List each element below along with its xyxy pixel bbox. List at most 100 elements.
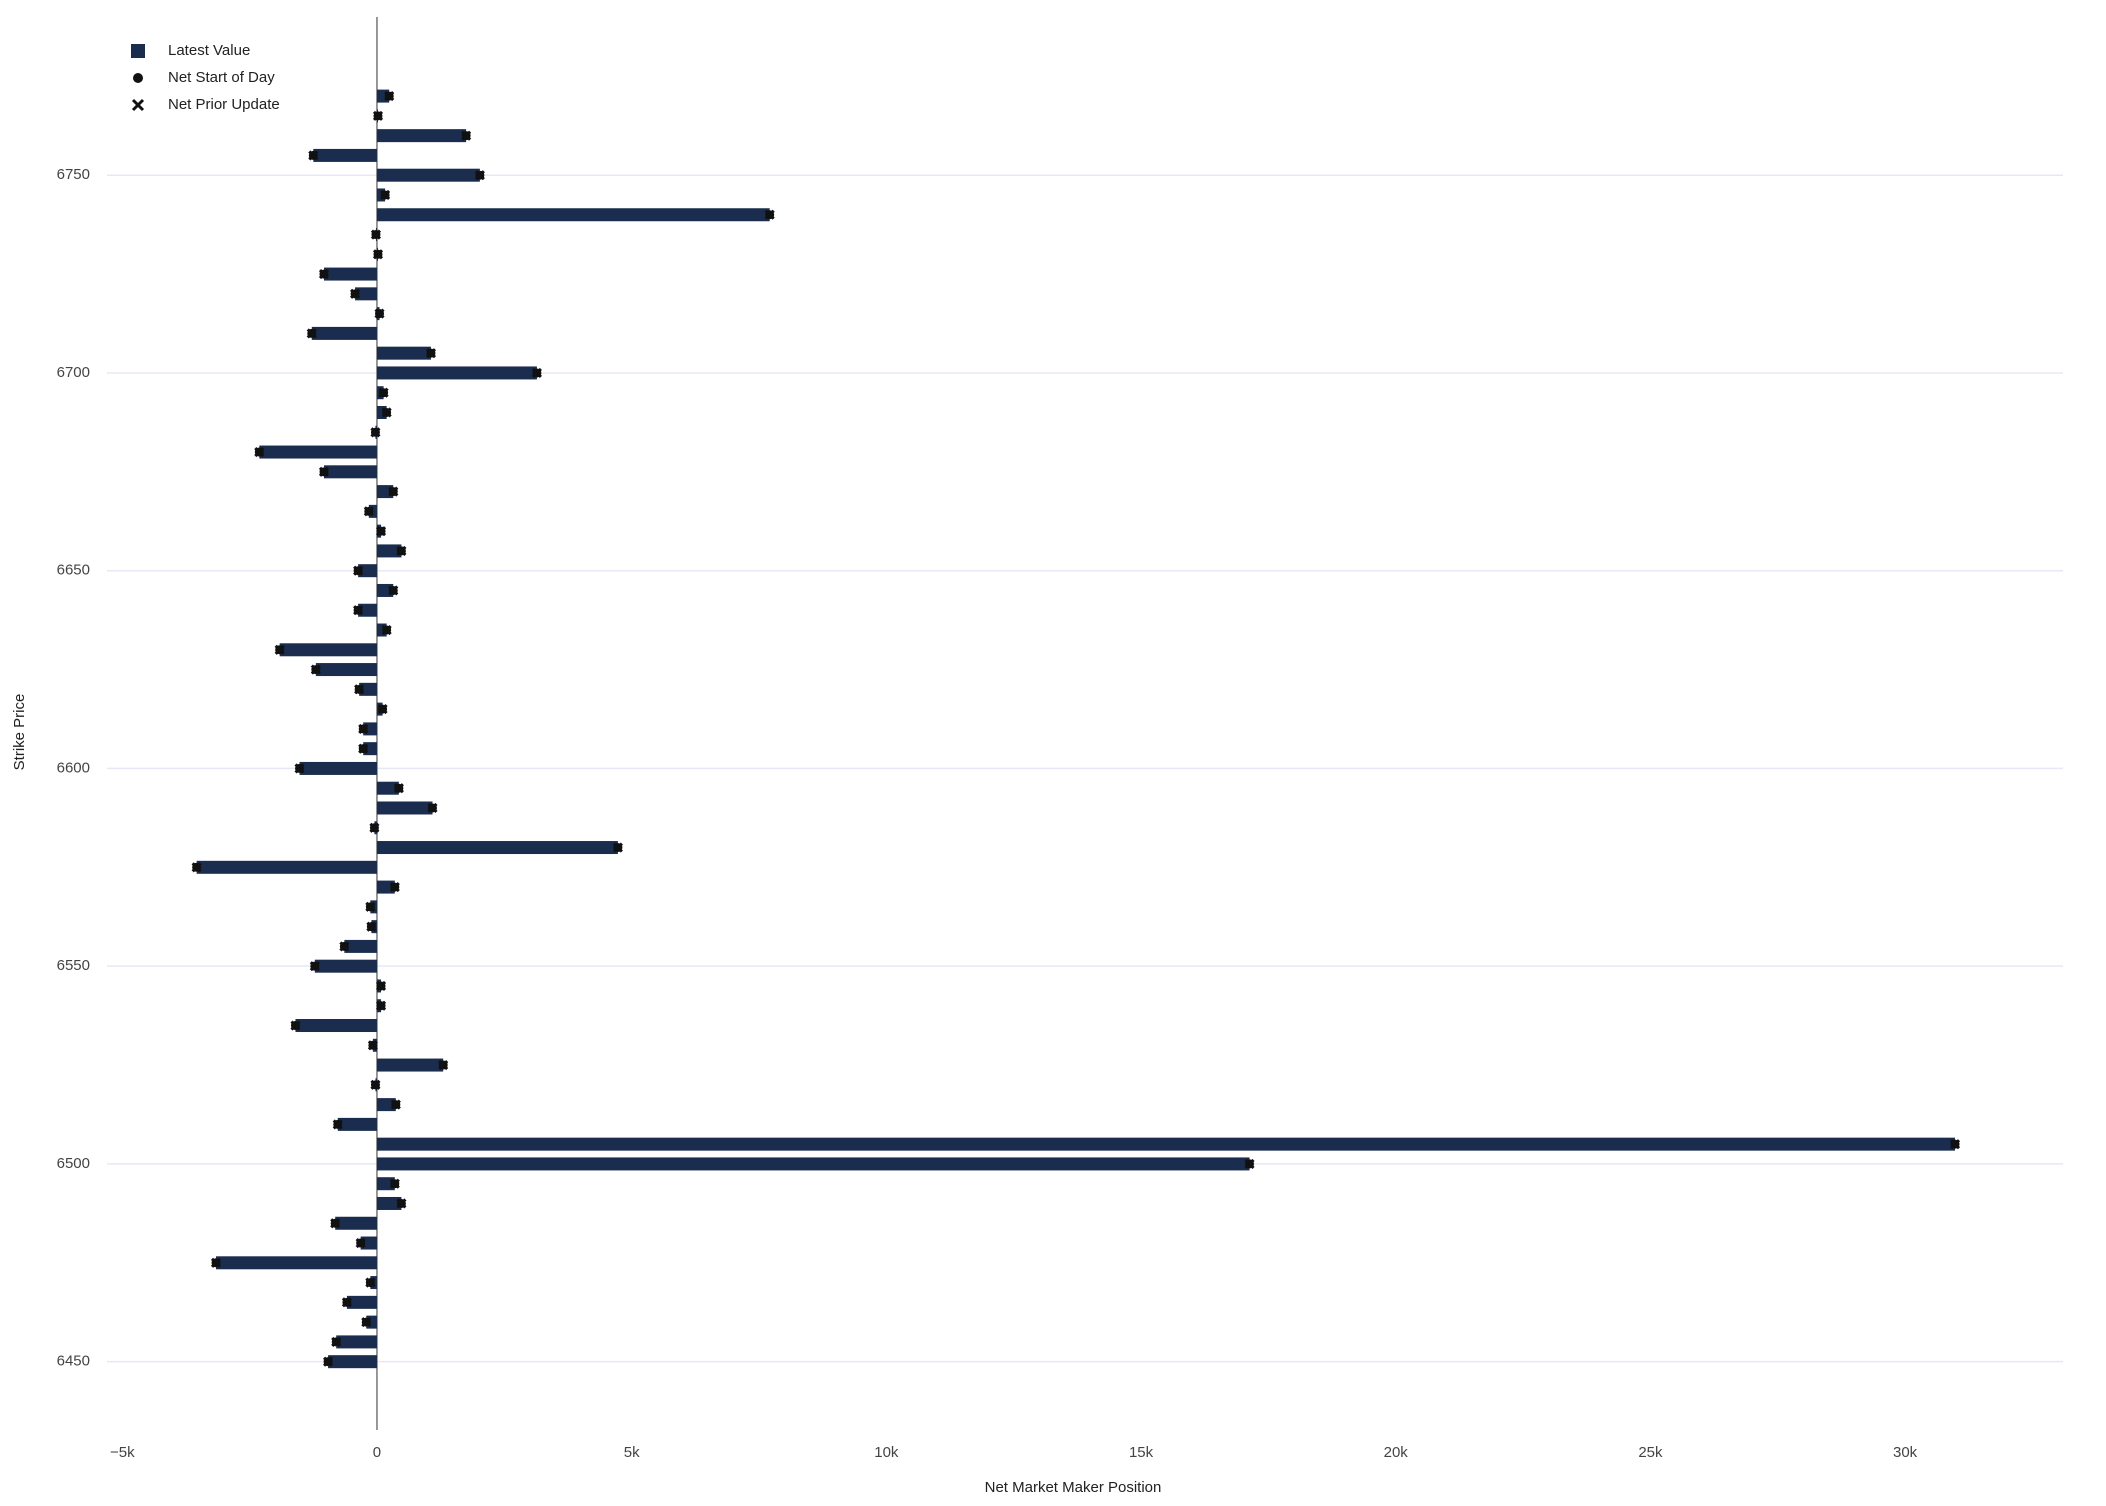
bar (376, 208, 770, 222)
y-tick-label: 6650 (57, 562, 90, 579)
marker-x (339, 941, 350, 952)
marker-x (396, 545, 407, 556)
bar (376, 168, 480, 182)
marker-x (318, 269, 330, 280)
legend-label: Net Prior Update (168, 96, 280, 113)
marker-x (310, 664, 321, 675)
marker-x (427, 802, 438, 814)
bar (311, 326, 377, 340)
x-tick-label: 5k (624, 1444, 640, 1461)
bar (313, 148, 377, 162)
marker-x (370, 229, 382, 240)
marker-x (474, 170, 485, 181)
bar (323, 267, 377, 281)
marker-x (370, 1079, 381, 1090)
bar (336, 1335, 377, 1349)
y-tick-label: 6700 (57, 364, 90, 381)
marker-x (309, 961, 320, 972)
marker-x (389, 882, 400, 893)
bar (315, 663, 377, 677)
marker-x (366, 921, 377, 932)
y-tick-label: 6500 (57, 1155, 90, 1172)
bar (295, 1019, 377, 1033)
marker-x (290, 1020, 301, 1031)
marker-x (372, 110, 384, 121)
marker-x (353, 605, 364, 616)
marker-x (308, 150, 319, 161)
marker-x (531, 367, 542, 379)
marker-x (380, 189, 391, 201)
marker-x (375, 980, 387, 992)
bar (196, 860, 377, 874)
marker-x (365, 901, 376, 912)
marker-x (1949, 1139, 1961, 1150)
bar (376, 544, 402, 558)
bar (376, 1137, 1956, 1151)
bar (376, 346, 431, 360)
marker-x (331, 1336, 342, 1347)
bar (366, 1315, 377, 1329)
marker-x (375, 1000, 387, 1011)
marker-x (367, 1040, 378, 1051)
marker-x (389, 1178, 400, 1189)
marker-x (1244, 1158, 1255, 1169)
marker-x (341, 1297, 352, 1308)
marker-x (353, 565, 364, 576)
marker-x (294, 763, 305, 774)
marker-x (332, 1119, 343, 1130)
marker-x (388, 486, 399, 497)
x-tick-label: 10k (874, 1444, 899, 1461)
bar (376, 801, 433, 815)
marker-x (378, 387, 389, 398)
x-tick-label: 15k (1129, 1444, 1154, 1461)
y-tick-label: 6450 (57, 1353, 90, 1370)
bar (259, 445, 377, 459)
bar (279, 643, 377, 657)
x-axis-title: Net Market Maker Position (985, 1479, 1162, 1496)
legend-swatch (131, 98, 145, 112)
x-tick-label: 20k (1384, 1444, 1409, 1461)
bar (376, 366, 537, 380)
marker-x (306, 328, 317, 339)
y-tick-label: 6600 (57, 759, 90, 776)
legend-label: Net Start of Day (168, 69, 275, 86)
bar (376, 1157, 1250, 1171)
bar (376, 781, 399, 795)
bar (344, 939, 377, 953)
marker-x (375, 526, 387, 537)
marker-x (274, 644, 285, 655)
marker-x (358, 743, 369, 754)
marker-x (374, 308, 385, 319)
marker-x (372, 249, 384, 260)
marker-x (350, 288, 361, 299)
marker-x (381, 624, 392, 636)
marker-x (254, 446, 265, 458)
bar (299, 761, 377, 775)
bar (376, 129, 467, 143)
marker-x (191, 862, 202, 873)
marker-x (425, 348, 437, 359)
marker-x (369, 822, 380, 833)
x-tick-label: 25k (1638, 1444, 1663, 1461)
bar (376, 1196, 402, 1210)
marker-x (365, 1277, 376, 1288)
marker-x (370, 427, 381, 438)
marker-x (377, 704, 388, 715)
bar (346, 1295, 377, 1309)
marker-x (461, 130, 472, 141)
marker-x (764, 209, 775, 220)
marker-x (438, 1059, 449, 1071)
marker-x (361, 1317, 372, 1328)
bar (376, 841, 618, 855)
marker-x (381, 407, 392, 418)
x-tick-label: 30k (1893, 1444, 1918, 1461)
bar (376, 623, 387, 637)
x-tick-label: −5k (110, 1444, 135, 1461)
marker-x (363, 506, 374, 517)
bar (376, 1058, 444, 1072)
marker-x (323, 1356, 334, 1367)
bar (323, 465, 377, 479)
y-axis-title: Strike Price (11, 694, 28, 771)
